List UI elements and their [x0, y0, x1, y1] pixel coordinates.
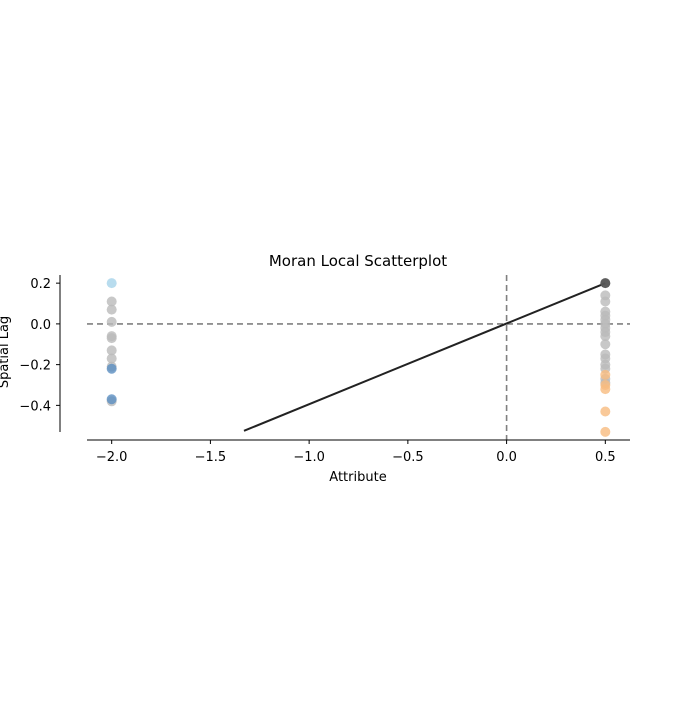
x-tick-label-3: −0.5	[392, 450, 424, 465]
reference-lines	[87, 275, 630, 440]
axes	[56, 275, 630, 444]
regression-line-group	[243, 282, 606, 432]
chart-title: Moran Local Scatterplot	[269, 252, 447, 270]
point-not-significant-2	[106, 316, 117, 327]
x-axis-label: Attribute	[329, 470, 386, 485]
point-low-high-0	[106, 278, 117, 289]
point-high-low-0	[600, 369, 611, 380]
point-not-significant-1	[106, 304, 117, 315]
x-tick-label-1: −1.5	[195, 450, 227, 465]
y-axis-label: Spatial Lag	[0, 316, 12, 388]
point-high-high-0	[600, 278, 611, 289]
point-high-low-2	[600, 384, 611, 395]
x-tick-label-0: −2.0	[96, 450, 128, 465]
point-not-significant-19	[600, 339, 611, 350]
point-not-significant-11	[600, 296, 611, 307]
point-not-significant-0	[106, 296, 117, 307]
y-tick-label-0: 0.2	[30, 277, 51, 292]
y-tick-label-3: −0.4	[19, 399, 51, 414]
x-tick-label-5: 0.5	[595, 450, 616, 465]
scatter-points	[106, 278, 611, 437]
regression-line	[243, 282, 606, 432]
point-high-low-3	[600, 406, 611, 417]
point-low-low-1	[106, 394, 117, 405]
y-tick-label-2: −0.2	[19, 359, 51, 374]
x-tick-label-4: 0.0	[496, 450, 517, 465]
point-high-low-4	[600, 426, 611, 437]
y-tick-label-1: 0.0	[30, 318, 51, 333]
point-not-significant-4	[106, 333, 117, 344]
x-tick-label-2: −1.0	[293, 450, 325, 465]
point-not-significant-6	[106, 353, 117, 364]
point-low-low-0	[106, 363, 117, 374]
point-not-significant-18	[600, 331, 611, 342]
tick-labels: −2.0 −1.5 −1.0 −0.5 0.0 0.5 0.2 0.0 −0.2 −0.4	[19, 277, 615, 465]
point-not-significant-5	[106, 345, 117, 356]
